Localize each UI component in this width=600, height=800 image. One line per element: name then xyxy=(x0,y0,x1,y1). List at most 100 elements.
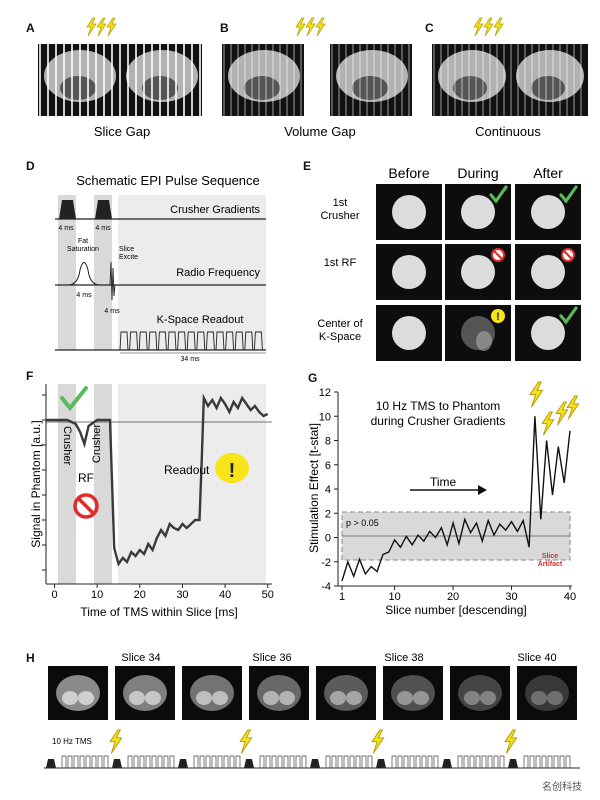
duration-label: 4 ms xyxy=(76,292,92,299)
phantom-image xyxy=(376,184,442,240)
tms-label: 10 Hz TMS xyxy=(52,737,92,746)
x-tick-label: 50 xyxy=(262,589,274,601)
y-tick-label: -4 xyxy=(321,581,331,593)
x-tick-label: 40 xyxy=(219,589,231,601)
panel-label-f: F xyxy=(26,369,33,383)
crusher-shade xyxy=(94,384,112,584)
fat-sat-pulse xyxy=(67,262,101,286)
x-tick-label: 10 xyxy=(388,591,400,603)
slice-image xyxy=(383,666,443,720)
brain-image xyxy=(222,44,304,116)
y-axis-label: Signal in Phantom [a.u.] xyxy=(29,420,43,547)
x-ticks: 0 10 20 30 40 50 xyxy=(51,584,274,601)
no-icon xyxy=(73,493,99,519)
slice-excite-pulse xyxy=(109,261,116,301)
panel-a: Slice Gap xyxy=(38,18,202,139)
slice-label: Slice 36 xyxy=(252,652,291,664)
panel-b: Volume Gap xyxy=(222,18,412,139)
phantom-image xyxy=(376,244,442,300)
warning-icon: ! xyxy=(491,309,505,323)
y-tick-label: 8 xyxy=(325,436,331,448)
slice-label: Slice 40 xyxy=(517,652,556,664)
x-tick-label: 0 xyxy=(51,589,57,601)
slice-image xyxy=(316,666,376,720)
y-axis-label: Stimulation Effect [t-stat] xyxy=(307,423,321,553)
slice-label: Slice 34 xyxy=(121,652,160,664)
readout-label: Readout xyxy=(164,463,210,477)
x-ticks: 1 10 20 30 40 xyxy=(339,586,576,603)
crusher-shade xyxy=(94,195,112,350)
brain-image xyxy=(38,44,120,116)
crusher-shade xyxy=(58,195,76,350)
tms-bolt-icon xyxy=(566,395,580,420)
no-icon xyxy=(561,248,575,262)
y-tick-label: -2 xyxy=(321,557,331,569)
brain-image xyxy=(510,44,588,116)
x-axis-label: Time of TMS within Slice [ms] xyxy=(80,605,237,619)
svg-text:!: ! xyxy=(229,460,236,482)
pulse-sequence-strip xyxy=(46,755,571,769)
row-label: 1st RF xyxy=(324,257,357,269)
row-label-rf: Radio Frequency xyxy=(176,267,260,279)
phantom-image xyxy=(376,305,442,361)
column-header: After xyxy=(533,165,563,181)
tms-bolt-icon xyxy=(109,729,123,754)
y-tick-label: 0 xyxy=(325,533,331,545)
slice-lines xyxy=(223,44,410,116)
tms-bolt-icon xyxy=(474,18,503,36)
chart-title: 10 Hz TMS to Phantom during Crusher Gradi… xyxy=(371,399,506,428)
tms-bolt-icon xyxy=(87,18,116,36)
panel-label-a: A xyxy=(26,21,35,35)
y-tick-label: 6 xyxy=(325,460,331,472)
tms-bolt-icon xyxy=(239,729,253,754)
slice-artifact-label: Slice Artifact xyxy=(538,553,563,568)
slice-excite-label: Slice Excite xyxy=(119,246,138,261)
x-tick-label: 10 xyxy=(91,589,103,601)
tms-bolt-icon xyxy=(541,411,555,436)
panel-label-c: C xyxy=(425,21,434,35)
readout-shade xyxy=(118,384,266,584)
x-tick-label: 20 xyxy=(447,591,459,603)
duration-label: 4 ms xyxy=(58,225,74,232)
y-tick-label: 4 xyxy=(325,484,331,496)
x-axis-label: Slice number [descending] xyxy=(385,603,526,617)
crusher-shade xyxy=(58,384,76,584)
column-header: During xyxy=(457,165,498,181)
watermark: 名创科技 xyxy=(542,780,582,793)
slice-image xyxy=(450,666,510,720)
row-label-kspace: K-Space Readout xyxy=(157,314,244,326)
y-tick-label: 10 xyxy=(319,411,331,423)
tms-bolt-icon xyxy=(504,729,518,754)
slice-images xyxy=(48,666,577,720)
panel-f: 0 10 20 30 40 50 Signal in Phantom [a.u.] Tim… xyxy=(29,384,274,619)
slice-gap-lines xyxy=(39,44,201,116)
fat-saturation-label: Fat Saturation xyxy=(67,238,99,253)
x-tick-label: 30 xyxy=(505,591,517,603)
p-value-label: p > 0.05 xyxy=(346,518,379,528)
y-ticks: -4 -2 0 2 4 6 8 10 12 xyxy=(319,387,338,593)
x-tick-label: 1 xyxy=(339,591,345,603)
tms-bolt-icon xyxy=(555,401,569,426)
slice-image xyxy=(517,666,577,720)
kspace-readout-pulses xyxy=(118,331,263,351)
time-label: Time xyxy=(430,475,457,489)
panel-h: Slice 34 Slice 36 Slice 38 Slice 40 10 H… xyxy=(44,652,582,793)
panel-e: Before During After 1st Crusher 1st RF Cent… xyxy=(317,165,581,361)
x-tick-label: 30 xyxy=(176,589,188,601)
signal-series xyxy=(46,393,269,567)
panel-label-g: G xyxy=(308,371,317,385)
panel-label-e: E xyxy=(303,159,311,173)
brain-image xyxy=(330,44,412,116)
column-header: Before xyxy=(388,165,429,181)
time-arrow-icon xyxy=(478,485,487,495)
row-label-crusher: Crusher Gradients xyxy=(170,204,260,216)
check-icon xyxy=(559,306,578,325)
tms-bolt-icon xyxy=(529,381,544,408)
rf-label: RF xyxy=(78,471,94,485)
x-tick-label: 40 xyxy=(564,591,576,603)
x-tick-label: 20 xyxy=(134,589,146,601)
check-icon xyxy=(489,185,508,204)
slice-image xyxy=(115,666,175,720)
caption: Continuous xyxy=(475,124,541,139)
